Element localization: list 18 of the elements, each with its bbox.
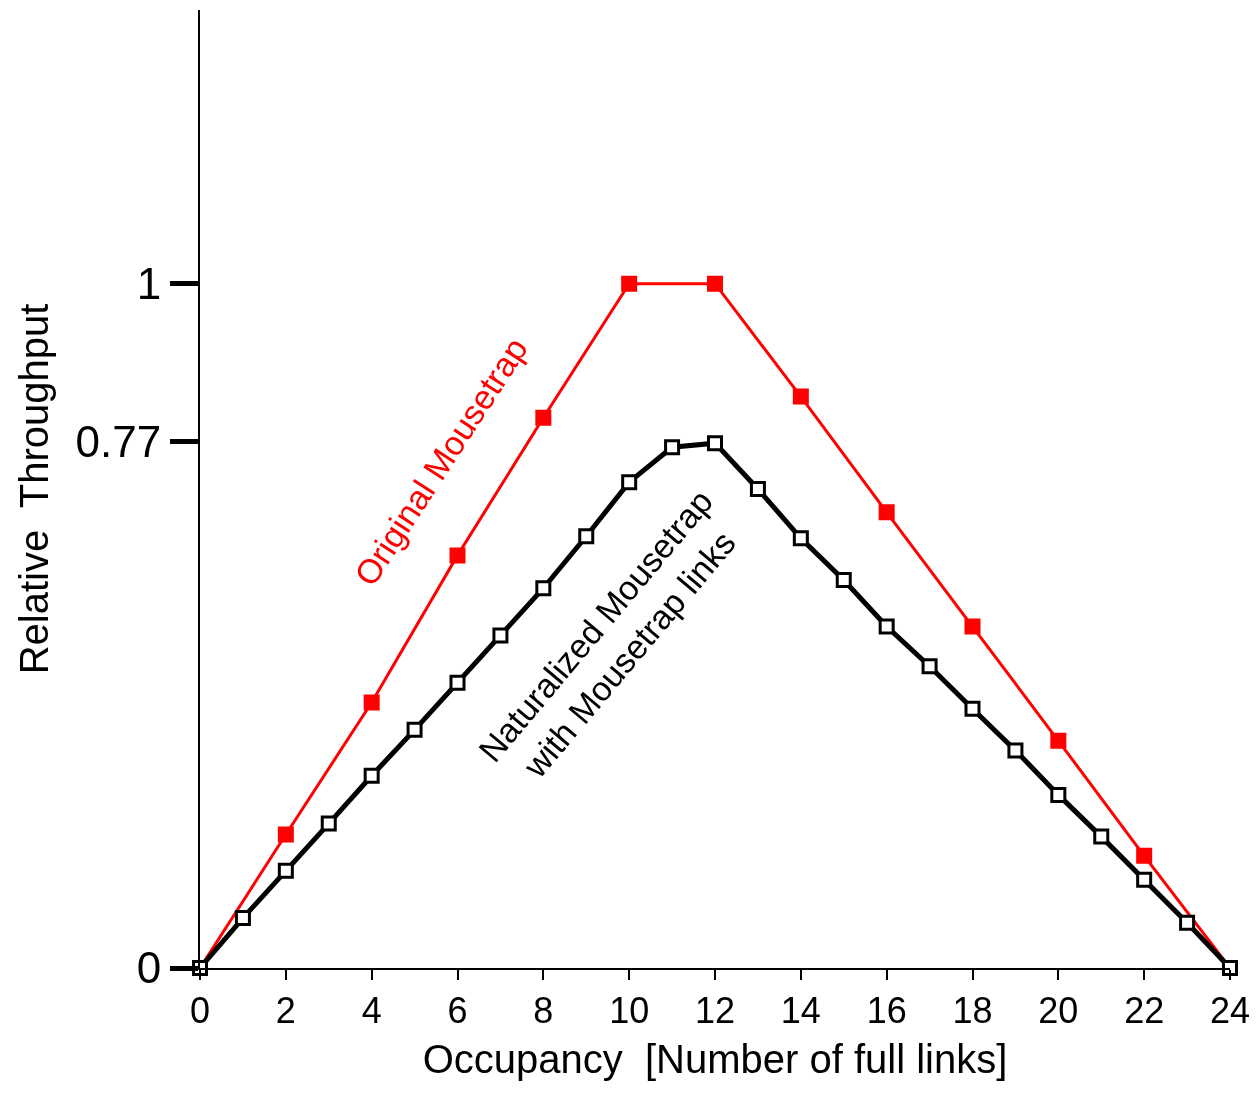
y-tick-label: 1 [136, 259, 162, 309]
y-tick-label: 0 [136, 943, 162, 993]
x-tick-label: 14 [780, 990, 821, 1032]
x-axis-title: Occupancy [Number of full links] [422, 1037, 1008, 1082]
x-tick-label: 8 [533, 990, 554, 1032]
y-axis-title: Relative Throughput [11, 303, 56, 675]
y-tick-label: 0.77 [75, 416, 162, 466]
x-tick-label: 22 [1124, 990, 1165, 1032]
x-tick-label: 18 [952, 990, 993, 1032]
x-tick-label: 20 [1038, 990, 1079, 1032]
x-tick-label: 16 [866, 990, 907, 1032]
x-tick-label: 2 [275, 990, 296, 1032]
x-tick-label: 12 [694, 990, 736, 1032]
x-tick-label: 6 [447, 990, 468, 1032]
x-tick-label: 10 [609, 990, 650, 1032]
x-tick-label: 24 [1209, 990, 1251, 1032]
x-tick-label: 0 [189, 990, 211, 1032]
x-tick-label: 4 [361, 990, 382, 1032]
